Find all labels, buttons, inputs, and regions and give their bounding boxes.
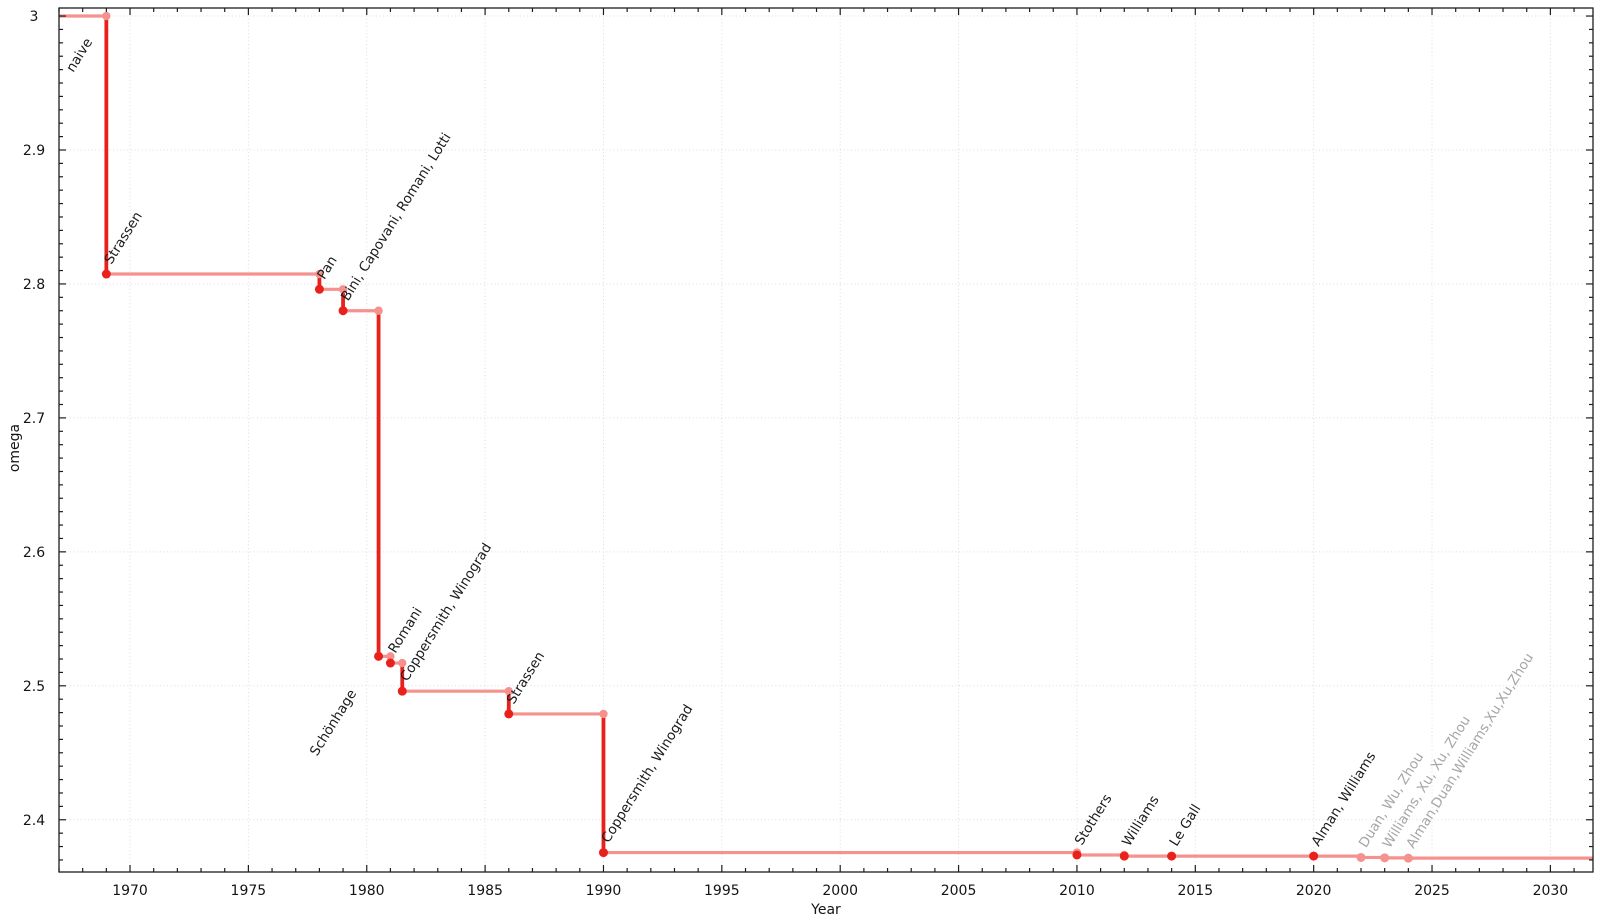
data-point bbox=[1356, 852, 1366, 862]
event-label: naive bbox=[63, 35, 96, 75]
event-label: Williams bbox=[1119, 793, 1163, 849]
x-tick-label: 2015 bbox=[1177, 883, 1213, 899]
data-point bbox=[504, 709, 514, 719]
axis-frame bbox=[58, 7, 1594, 873]
event-label: Coppersmith, Winograd bbox=[598, 702, 696, 846]
data-point bbox=[1380, 853, 1390, 863]
y-axis-title: omega bbox=[7, 424, 23, 472]
x-tick-label: 1980 bbox=[349, 883, 385, 899]
x-tick-label: 2005 bbox=[941, 883, 977, 899]
data-point bbox=[314, 284, 324, 294]
x-tick-label: 2010 bbox=[1059, 883, 1095, 899]
plot-area: 1970 1975 1980 1985 1990 1995 2000 2005 2010 2015… bbox=[23, 7, 1594, 899]
data-point bbox=[1119, 851, 1129, 861]
data-point bbox=[1072, 850, 1082, 860]
event-label: Schönhage bbox=[307, 687, 360, 759]
x-tick-label: 2020 bbox=[1296, 883, 1332, 899]
x-tick-label: 2025 bbox=[1414, 883, 1450, 899]
y-tick-label: 2.9 bbox=[23, 143, 45, 159]
x-tick-label: 2000 bbox=[822, 883, 858, 899]
data-point bbox=[1167, 851, 1177, 861]
x-tick-label: 1990 bbox=[586, 883, 622, 899]
x-tick-label: 1985 bbox=[467, 883, 503, 899]
data-point bbox=[338, 306, 348, 316]
x-tick-label: 1975 bbox=[231, 883, 267, 899]
pre-step-point bbox=[338, 285, 348, 294]
pre-step-point bbox=[315, 269, 324, 279]
pre-step-point bbox=[386, 652, 395, 661]
pre-step-point bbox=[374, 306, 383, 315]
pre-step-point bbox=[398, 658, 407, 668]
x-tick-label: 1970 bbox=[112, 883, 148, 899]
y-tick-label: 3 bbox=[30, 9, 39, 25]
pre-step-point bbox=[599, 709, 608, 719]
event-label: Bini, Capovani, Romani, Lotti bbox=[338, 130, 455, 304]
data-point bbox=[101, 269, 111, 279]
data-point bbox=[397, 686, 407, 696]
data-point bbox=[598, 848, 608, 858]
y-tick-label: 2.5 bbox=[23, 679, 45, 695]
y-tick-label: 2.6 bbox=[23, 545, 45, 561]
pre-step-point bbox=[504, 686, 513, 696]
data-point bbox=[1403, 853, 1413, 863]
pre-step-point bbox=[102, 11, 111, 21]
data-point bbox=[374, 651, 384, 661]
event-label: Strassen bbox=[504, 649, 549, 707]
event-label: Le Gall bbox=[1166, 802, 1204, 850]
x-tick-label: 2030 bbox=[1533, 883, 1569, 899]
data-point bbox=[1309, 851, 1319, 861]
y-tick-label: 2.7 bbox=[23, 411, 45, 427]
event-label: Alman,Duan,Williams,Xu,Xu,Zhou bbox=[1403, 650, 1537, 851]
y-tick-label: 2.8 bbox=[23, 277, 45, 293]
x-tick-label: 1995 bbox=[704, 883, 740, 899]
data-point bbox=[385, 658, 395, 668]
x-axis-title: Year bbox=[810, 902, 841, 918]
y-tick-label: 2.4 bbox=[23, 813, 45, 829]
